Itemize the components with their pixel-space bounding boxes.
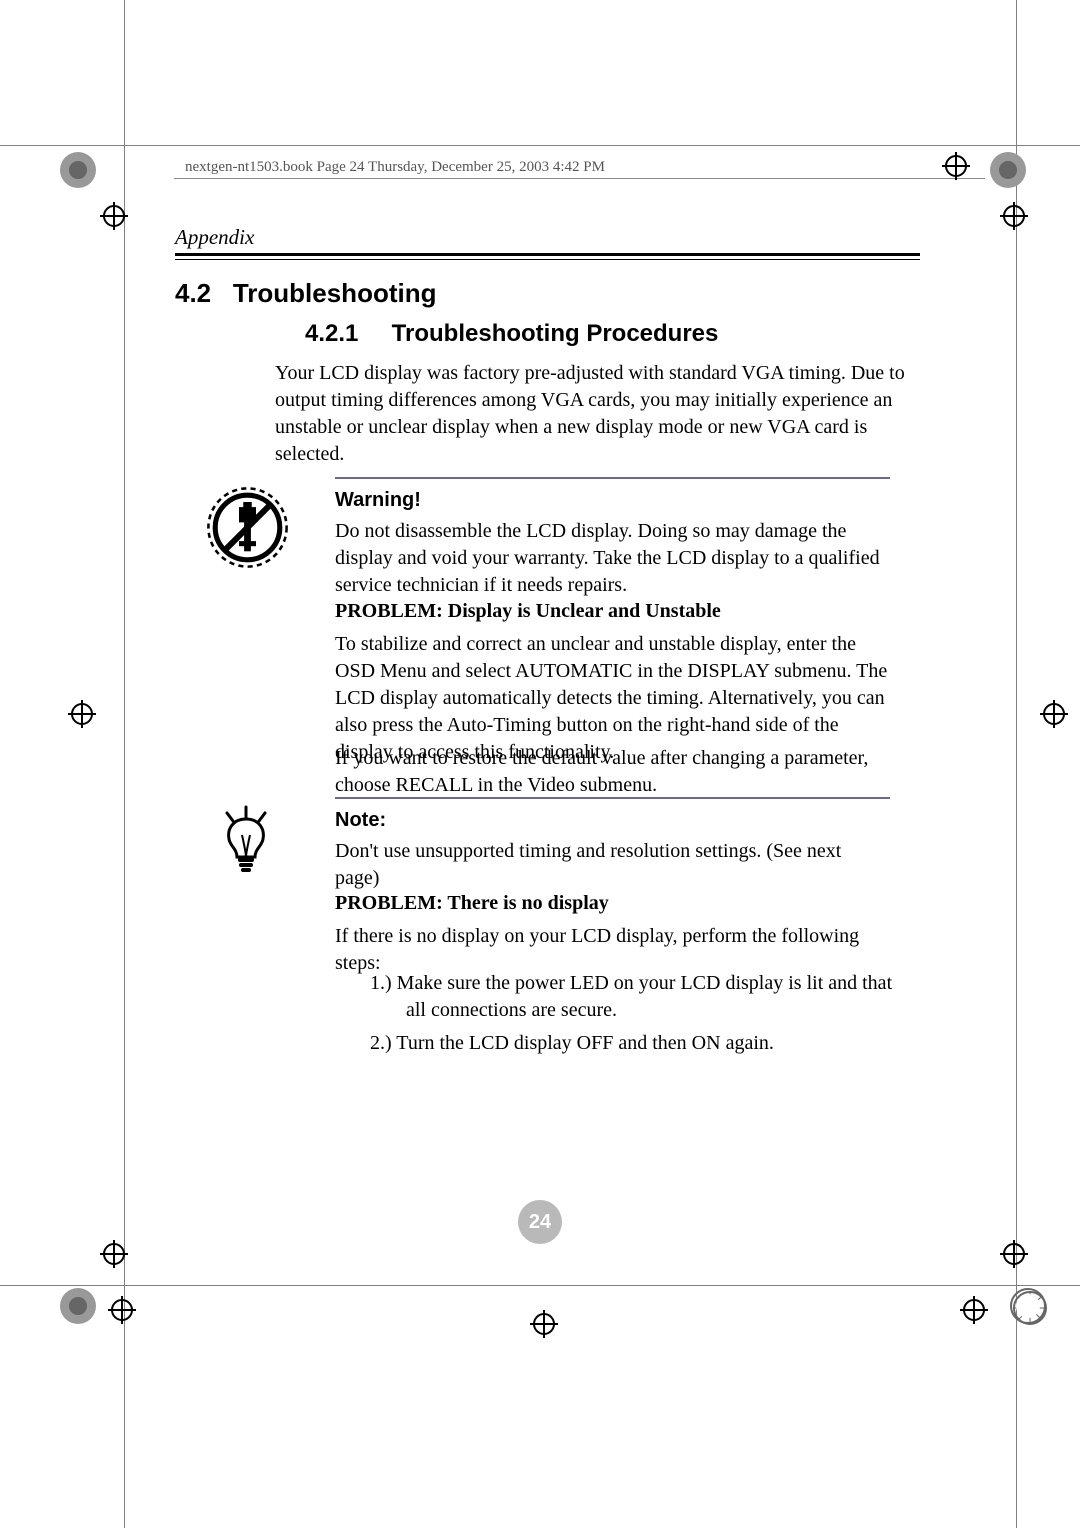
steps-list: 1.) Make sure the power LED on your LCD … [370,970,905,1063]
subsection-heading: 4.2.1 Troubleshooting Procedures [305,320,718,348]
warning-text: Do not disassemble the LCD display. Doin… [335,518,890,599]
callout-rule [335,797,890,799]
frame-line [0,145,1080,146]
cross-target-icon [108,1296,136,1324]
crop-sphere-icon [60,1288,96,1324]
problem1-block: PROBLEM: Display is Unclear and Unstable… [335,598,890,766]
callout-rule [335,477,890,479]
problem1-title: PROBLEM: Display is Unclear and Unstable [335,598,890,625]
note-label: Note: [335,809,890,832]
problem2-title: PROBLEM: There is no display [335,890,890,917]
cross-target-icon [1040,700,1068,728]
appendix-label: Appendix [175,225,254,250]
warning-label: Warning! [335,489,890,512]
frame-line [0,1285,1080,1286]
note-text: Don't use unsupported timing and resolut… [335,838,890,892]
problem2-block: PROBLEM: There is no display If there is… [335,890,890,977]
lightbulb-icon [215,805,300,877]
crop-sphere-icon [60,152,96,188]
subsection-number: 4.2.1 [305,320,385,348]
cross-target-icon [942,152,970,180]
frame-line [1016,0,1017,1528]
page-number: 24 [529,1211,551,1234]
appendix-rule [175,253,920,256]
page-number-badge: 24 [518,1200,562,1244]
cross-target-icon [960,1296,988,1324]
section-heading: 4.2 Troubleshooting [175,278,436,309]
cross-target-icon [530,1310,558,1338]
warning-callout: Warning! Do not disassemble the LCD disp… [335,477,890,599]
book-header-rule [174,178,985,179]
section-title: Troubleshooting [233,278,437,308]
book-header: nextgen-nt1503.book Page 24 Thursday, De… [185,159,605,176]
problem1-para-b: If you want to restore the default value… [335,745,890,799]
section-number: 4.2 [175,278,211,308]
frame-line [124,0,125,1528]
cross-target-icon [1000,1240,1028,1268]
step-item: 2.) Turn the LCD display OFF and then ON… [370,1030,905,1057]
crop-sphere-icon [990,152,1026,188]
note-callout: Note: Don't use unsupported timing and r… [335,797,890,892]
cross-target-icon [68,700,96,728]
no-disassemble-icon [205,485,290,570]
intro-paragraph: Your LCD display was factory pre-adjuste… [275,360,920,468]
cross-target-icon [1000,202,1028,230]
step-item: 1.) Make sure the power LED on your LCD … [370,970,905,1024]
subsection-title: Troubleshooting Procedures [392,320,719,347]
problem2-intro: If there is no display on your LCD displ… [335,923,890,977]
page-root: { "meta": { "page_width_px": 1080, "page… [0,0,1080,1528]
appendix-rule-thin [175,259,920,260]
